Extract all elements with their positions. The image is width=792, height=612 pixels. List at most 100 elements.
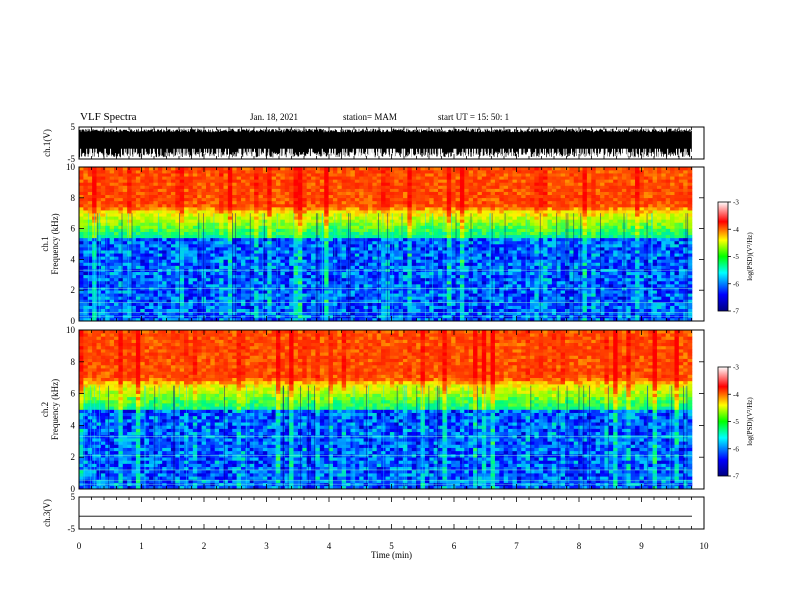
waveform-gap: [439, 148, 441, 160]
ch1-spectrogram-cell: [127, 197, 132, 202]
ch1-spectrogram-cell: [306, 234, 312, 239]
ch1-spectrogram-cell: [420, 244, 426, 248]
ch1-spectrogram-cell: [232, 290, 237, 294]
ch1-spectrogram-cell: [455, 167, 461, 171]
ch1-spectrogram-cell: [79, 179, 84, 183]
ch1-spectrogram-cell: [359, 284, 364, 288]
ch1-spectrogram-cell: [205, 271, 211, 276]
ch1-spectrogram-cell: [433, 216, 439, 220]
ch1-spectrogram-cell: [341, 197, 347, 202]
ch1-spectrogram-cell: [188, 265, 194, 269]
ch1-spectrogram-cell: [376, 302, 382, 306]
ch1-spectrogram-cell: [197, 207, 202, 211]
ch1-spectrogram-cell: [324, 253, 329, 257]
ch1-spectrogram-cell: [188, 299, 194, 303]
ch1-spectrogram-cell: [311, 302, 316, 306]
ch1-spectrogram-cell: [473, 302, 478, 306]
ch1-spectrogram-cell: [381, 179, 386, 183]
ch1-spectrogram-cell: [79, 176, 84, 180]
ch1-spectrogram-cell: [241, 317, 246, 322]
ch1-spectrogram-cell: [381, 210, 386, 214]
ch1-spectrogram-cell: [157, 170, 163, 174]
ch1-spectrogram-cell: [175, 265, 181, 269]
ch1-spectrogram-cell: [144, 277, 150, 282]
ch1-spectrogram-cell: [153, 299, 159, 303]
ch1-spectrogram-cell: [280, 284, 286, 288]
ch1-spectrogram-cell: [258, 284, 264, 288]
ch1-spectrogram-cell: [411, 167, 417, 171]
ch1-spectrogram-cell: [416, 311, 421, 316]
ch1-spectrogram-cell: [424, 296, 430, 300]
ch1-spectrogram-cell: [254, 222, 259, 226]
ch1-spectrogram-cell: [105, 231, 110, 236]
ch1-spectrogram-cell: [451, 213, 456, 217]
ch1-spectrogram-cell: [446, 179, 452, 183]
ch1-spectrogram-cell: [324, 247, 329, 251]
ch1-spectrogram-cell: [424, 216, 430, 220]
ch1-spectrogram-cell: [372, 173, 378, 177]
ch1-spectrogram-cell: [394, 305, 399, 309]
ch1-spectrogram-cell: [302, 247, 307, 251]
ch1-spectrogram-cell: [157, 284, 163, 288]
ch1-spectrogram-cell: [459, 210, 465, 214]
ch1-spectrogram-cell: [451, 259, 456, 263]
ch1-spectrogram-cell: [135, 265, 141, 269]
ch1-spectrogram-cell: [354, 250, 360, 254]
ch1-spectrogram-cell: [214, 207, 220, 211]
ch1-spectrogram-cell: [114, 259, 119, 263]
ch1-spectrogram-cell: [451, 277, 456, 282]
ch1-spectrogram-cell: [100, 305, 106, 309]
ch1-spectrogram-cell: [131, 317, 137, 322]
ch1-spectrogram-cell: [109, 219, 115, 223]
ch1-spectrogram-cell: [140, 182, 145, 186]
ch1-spectrogram-cell: [249, 191, 255, 196]
ch1-spectrogram-cell: [280, 256, 286, 260]
ch1-spectrogram-cell: [166, 259, 172, 263]
ch1-spectrogram-cell: [258, 197, 264, 202]
ch1-spectrogram-cell: [324, 284, 329, 288]
ch1-spectrogram-cell: [459, 194, 465, 199]
ch1-spectrogram-cell: [149, 173, 154, 177]
ch1-spectrogram-cell: [306, 216, 312, 220]
ch1-spectrogram-cell: [122, 296, 128, 300]
ch1-spectrogram-cell: [105, 200, 110, 205]
ch1-spectrogram-cell: [276, 170, 281, 174]
ch1-spectrogram-cell: [293, 296, 299, 300]
ch1-spectrogram-cell: [249, 250, 255, 254]
ch1-spectrogram-cell: [464, 225, 469, 229]
waveform-gap: [378, 148, 380, 160]
ch1-spectrogram-cell: [236, 228, 242, 232]
ch1-spectrogram-cell: [153, 203, 159, 208]
ch1-spectrogram-cell: [210, 197, 216, 202]
ch1-spectrogram-cell: [376, 259, 382, 263]
ch1-spectrogram-cell: [446, 200, 452, 205]
ch1-spectrogram-cell: [403, 274, 408, 279]
ch1-spectrogram-cell: [179, 203, 185, 208]
ch1-spectrogram-cell: [267, 259, 272, 263]
ch1-spectrogram-cell: [100, 188, 106, 192]
ch1-spectrogram-cell: [219, 293, 224, 297]
waveform-gap: [250, 148, 252, 160]
waveform-gap: [254, 148, 256, 160]
ch1-spectrogram-cell: [205, 182, 211, 186]
ch1-spectrogram-cell: [83, 219, 89, 223]
ch1-spectrogram-cell: [350, 197, 356, 202]
ch1-spectrogram-cell: [477, 197, 483, 202]
ch1-spectrogram-cell: [175, 176, 181, 180]
ch1-spectrogram-cell: [114, 188, 119, 192]
ch1-spectrogram-cell: [354, 225, 360, 229]
ch1-spectrogram-cell: [446, 185, 452, 189]
ch1-spectrogram-cell: [359, 167, 364, 171]
ch1-spectrogram-cell: [271, 317, 277, 322]
ch1-spectrogram-cell: [188, 247, 194, 251]
ch1-spectrogram-cell: [144, 200, 150, 205]
ch1-spectrogram-cell: [210, 308, 216, 313]
ch1-spectrogram-cell: [464, 240, 469, 245]
ch1-spectrogram-cell: [118, 210, 124, 214]
ch1-spectrogram-cell: [109, 173, 115, 177]
ch1-spectrogram-cell: [210, 290, 216, 294]
ch1-spectrogram-cell: [420, 259, 426, 263]
ch1-spectrogram-cell: [267, 265, 272, 269]
ch1-spectrogram-cell: [170, 182, 176, 186]
waveform-gap: [585, 148, 587, 160]
